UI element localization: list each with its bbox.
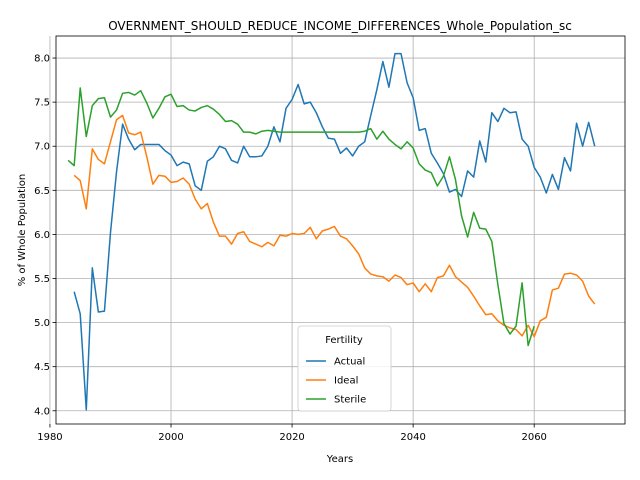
y-tick-label: 6.0 (34, 230, 50, 241)
x-tick-label: 2020 (279, 432, 304, 443)
x-tick-label: 2040 (400, 432, 425, 443)
y-tick-label: 7.0 (34, 142, 50, 153)
x-tick-label: 1980 (37, 432, 62, 443)
x-axis: 1980 2000 2020 2040 2060 (37, 424, 547, 443)
legend-label-ideal: Ideal (334, 376, 358, 387)
series-lines (67, 52, 596, 411)
legend: Fertility Actual Ideal Sterile (297, 325, 392, 412)
y-tick-label: 4.0 (34, 406, 50, 417)
series-line-sterile (67, 87, 535, 347)
x-tick-label: 2000 (158, 432, 183, 443)
x-tick-label: 2060 (521, 432, 546, 443)
y-tick-label: 7.5 (34, 98, 50, 109)
legend-box (297, 325, 392, 412)
legend-label-actual: Actual (334, 357, 365, 368)
y-tick-label: 4.5 (34, 362, 50, 373)
legend-title: Fertility (325, 335, 363, 346)
y-tick-label: 5.5 (34, 274, 50, 285)
y-tick-label: 8.0 (34, 54, 50, 65)
y-tick-label: 5.0 (34, 318, 50, 329)
series-line-actual (73, 52, 596, 411)
x-axis-label: Years (326, 454, 353, 465)
y-axis-label: % of Whole Population (17, 174, 28, 287)
chart-title: OVERNMENT_SHOULD_REDUCE_INCOME_DIFFERENC… (108, 19, 572, 33)
legend-label-sterile: Sterile (334, 395, 366, 406)
series-line-ideal (73, 114, 596, 338)
y-axis: 4.0 4.5 5.0 5.5 6.0 6.5 7.0 7.5 8.0 (34, 54, 56, 417)
plot-frame (55, 35, 626, 425)
y-tick-label: 6.5 (34, 186, 50, 197)
legend-entries: Actual Ideal Sterile (306, 357, 366, 406)
